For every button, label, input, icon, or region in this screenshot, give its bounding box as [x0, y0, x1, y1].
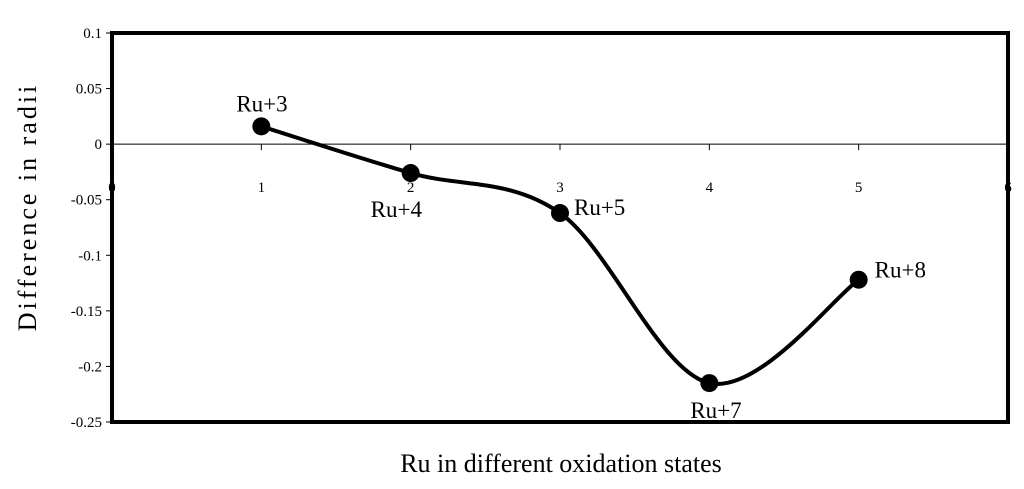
- y-tick-label: -0.25: [71, 415, 102, 431]
- y-axis-ticks: 0.1 0.05 0 -0.05 -0.1 -0.15 -0.2 -0.25: [71, 26, 112, 431]
- data-labels: Ru+3 Ru+4 Ru+5 Ru+7 Ru+8: [236, 91, 926, 423]
- y-tick-label: -0.05: [71, 193, 102, 209]
- data-point: [849, 270, 868, 289]
- x-axis-label: Ru in different oxidation states: [400, 449, 722, 478]
- x-tick-label: 2: [407, 180, 415, 196]
- data-label: Ru+5: [574, 195, 625, 220]
- y-tick-label: 0: [95, 137, 103, 153]
- data-point: [700, 374, 719, 393]
- y-axis-label: Difference in radii: [13, 83, 42, 332]
- series-line: [260, 124, 860, 386]
- x-tick-label: 5: [855, 180, 863, 196]
- x-tick-label: 3: [556, 180, 564, 196]
- data-point: [551, 204, 569, 223]
- y-tick-label: -0.1: [78, 248, 102, 264]
- data-label: Ru+7: [690, 398, 741, 423]
- y-tick-label: -0.15: [71, 304, 102, 320]
- y-tick-label: -0.2: [78, 359, 102, 375]
- x-tick-label: 4: [706, 180, 714, 196]
- data-label: Ru+4: [371, 197, 423, 222]
- data-points: [252, 117, 868, 393]
- data-label: Ru+3: [236, 91, 287, 116]
- x-tick-label: 1: [258, 180, 266, 196]
- y-tick-label: 0.05: [76, 82, 102, 98]
- data-point: [252, 117, 271, 136]
- plot-area-border: [110, 31, 1010, 424]
- y-tick-label: 0.1: [83, 26, 102, 42]
- data-label: Ru+8: [875, 258, 926, 283]
- data-point: [401, 164, 420, 183]
